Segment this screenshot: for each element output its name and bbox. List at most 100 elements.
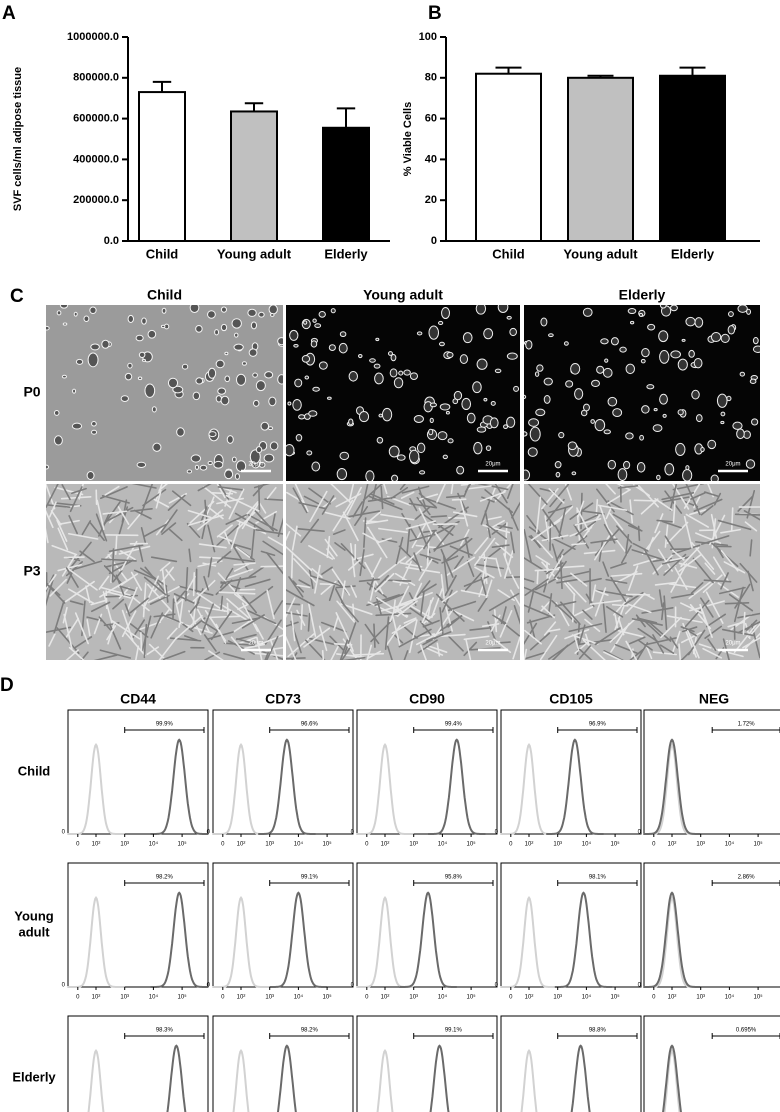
cell — [142, 582, 147, 618]
y-tick-label: 0 — [495, 983, 499, 989]
cell — [196, 592, 226, 612]
cell — [266, 589, 275, 620]
cell — [300, 604, 303, 630]
cell — [610, 576, 627, 602]
cell — [135, 334, 144, 342]
cell — [86, 619, 91, 637]
cell — [48, 501, 57, 518]
cell — [46, 527, 49, 544]
cell — [374, 372, 384, 385]
cell — [207, 460, 213, 466]
cell — [494, 368, 502, 374]
cell — [376, 596, 408, 618]
cell — [348, 371, 358, 382]
cell — [318, 361, 328, 370]
cell — [330, 308, 336, 314]
isotype-curve — [212, 742, 270, 835]
cell — [314, 323, 322, 328]
cell — [428, 428, 434, 436]
cell — [746, 619, 758, 631]
cell — [648, 621, 672, 642]
cell — [506, 315, 512, 320]
cell — [670, 563, 688, 593]
cell — [121, 610, 137, 638]
cell — [716, 393, 728, 408]
cell — [658, 330, 669, 343]
cell — [616, 484, 631, 491]
cell — [686, 629, 700, 659]
cell — [225, 494, 260, 512]
cell — [277, 517, 283, 538]
cell — [374, 593, 406, 607]
cell — [61, 484, 71, 501]
cell — [189, 500, 215, 524]
cell — [530, 519, 561, 541]
cell — [96, 499, 105, 530]
cell — [187, 509, 212, 519]
gate-label: 98.2% — [156, 875, 174, 881]
isotype-curve — [67, 742, 125, 835]
cell — [495, 557, 502, 577]
panel-letter: D — [0, 675, 14, 696]
cell — [264, 619, 282, 645]
plot-frame — [212, 862, 354, 988]
cell — [745, 459, 756, 469]
cell — [342, 511, 359, 542]
cell — [150, 612, 164, 639]
cell — [271, 513, 276, 527]
cell — [682, 469, 693, 481]
cell — [420, 590, 425, 616]
cell — [462, 332, 473, 344]
cell — [666, 521, 689, 545]
cell — [91, 421, 97, 427]
x-tick-label: 10² — [525, 842, 534, 848]
cell — [215, 525, 239, 547]
cell — [534, 371, 540, 377]
cell — [631, 618, 663, 626]
cell — [555, 471, 561, 478]
x-tick-label: 10³ — [409, 995, 418, 1001]
cell — [133, 569, 158, 581]
cell — [576, 507, 590, 533]
plot-frame — [212, 1015, 354, 1112]
cell — [409, 372, 419, 380]
cell — [478, 578, 486, 598]
x-tick-label: 10³ — [553, 995, 562, 1001]
cell — [646, 384, 655, 390]
y-tick-label: 1000000.0 — [67, 31, 119, 43]
cell — [570, 572, 588, 587]
cell — [352, 501, 364, 518]
cell — [611, 603, 629, 607]
cell — [373, 623, 376, 648]
cell — [225, 514, 248, 525]
cell — [252, 372, 258, 378]
x-tick-label: 10² — [668, 842, 677, 848]
cell — [560, 601, 581, 625]
cell — [594, 418, 606, 432]
cell — [242, 595, 257, 614]
cell — [68, 646, 85, 660]
gate-label: 1.72% — [738, 722, 756, 728]
cell — [438, 320, 444, 326]
cell — [535, 408, 546, 417]
micrograph: 20μm — [286, 305, 520, 481]
cell — [184, 635, 198, 641]
plot-frame — [356, 862, 498, 988]
cell — [687, 629, 706, 656]
cell — [734, 583, 751, 609]
cell — [138, 544, 144, 563]
cell — [590, 419, 595, 424]
cell — [571, 634, 599, 645]
cell — [460, 529, 470, 547]
cell — [661, 492, 695, 501]
cell — [269, 441, 279, 451]
cell — [277, 337, 283, 346]
cell — [612, 513, 642, 531]
cell — [416, 630, 443, 646]
cell — [710, 513, 718, 543]
cell — [365, 519, 389, 525]
cell — [312, 318, 317, 323]
cell — [365, 511, 382, 525]
cell — [264, 498, 283, 502]
cell — [416, 442, 426, 454]
